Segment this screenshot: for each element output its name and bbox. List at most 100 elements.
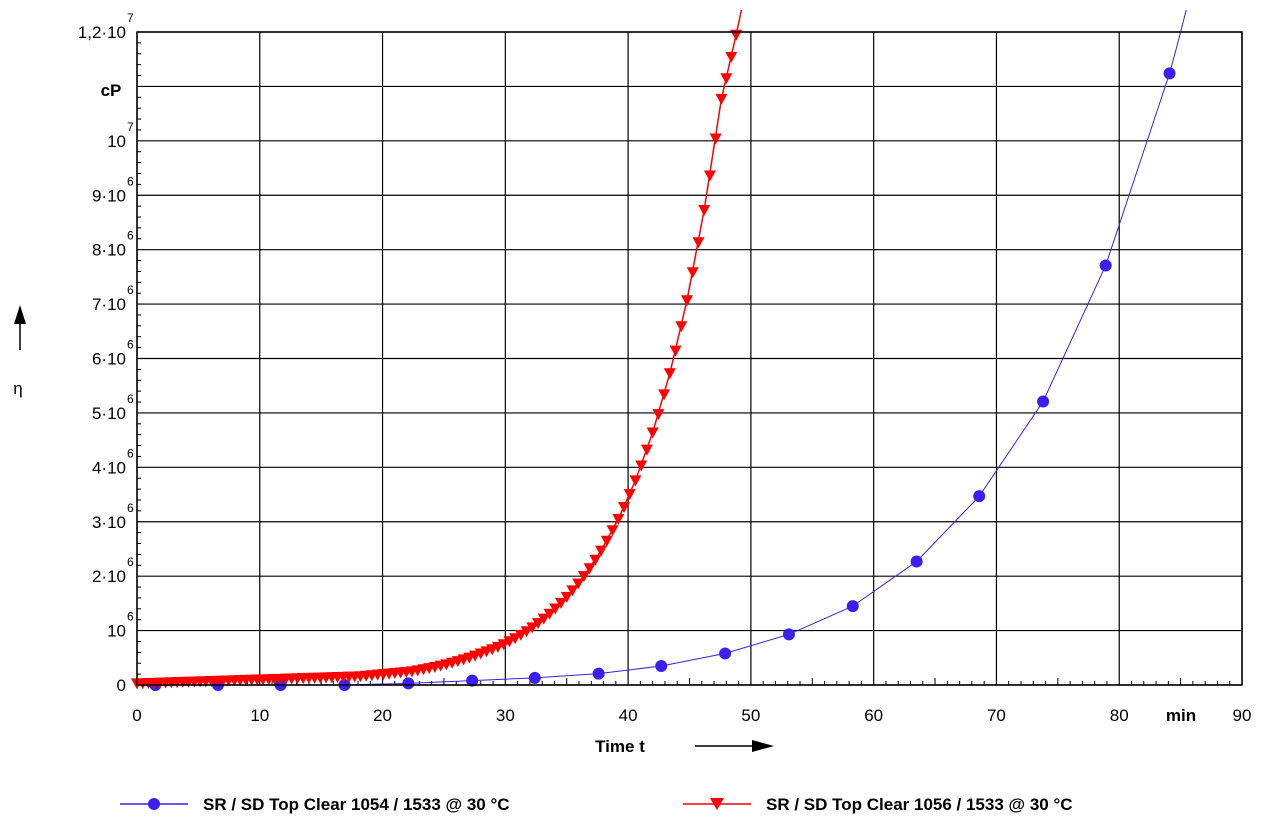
data-point [640,444,653,456]
data-point [543,608,556,620]
y-tick-mantissa: 7·10 [92,295,126,314]
y-tick-exponent: 6 [127,229,134,243]
data-point [725,51,738,63]
y-tick-exponent: 6 [127,446,134,460]
data-point [554,597,567,609]
y-tick-exponent: 6 [127,392,134,406]
x-axis-label: Time t [595,737,645,756]
data-point [142,678,155,690]
data-point [600,535,613,547]
y-tick-label: 6·106 [92,338,134,369]
data-point [675,321,688,333]
data-point [646,427,659,439]
y-tick-exponent: 6 [127,555,134,569]
data-point [176,676,189,688]
data-point [658,389,671,401]
x-tick-label: 0 [132,706,141,725]
x-tick-labels: 0 10 20 30 40 50 60 70 80 90 [132,706,1251,725]
data-point [910,555,923,568]
x-tick-label: 50 [741,706,760,725]
data-point [681,295,694,307]
y-tick-label: 1,2·107 [78,11,134,42]
x-tick-label: 80 [1110,706,1129,725]
y-tick-exponent: 6 [127,283,134,297]
y-tick-exponent: 6 [127,174,134,188]
y-tick-exponent: 7 [127,11,134,25]
data-point [520,626,533,638]
y-unit-label: cP [101,81,122,100]
y-axis-label: η [13,379,22,398]
data-point [566,585,579,597]
y-tick-mantissa: 10 [107,622,126,641]
x-tick-label: 20 [373,706,392,725]
data-point [537,613,550,625]
data-point [973,490,986,503]
data-point [623,489,636,501]
data-point [703,170,716,182]
y-tick-mantissa: 3·10 [92,513,126,532]
data-point [720,73,733,85]
data-point [245,674,258,686]
x-tick-label: 10 [250,706,269,725]
data-point [692,237,705,249]
series-line [155,10,1187,685]
data-point [719,647,732,660]
data-point [532,618,545,630]
y-tick-exponent: 6 [127,338,134,352]
data-point [595,545,608,557]
data-point [331,672,344,684]
y-tick-exponent: 6 [127,501,134,515]
y-tick-mantissa: 1,2·10 [78,23,126,42]
data-point [348,671,361,683]
y-tick-label: 5·106 [92,392,134,423]
data-point [606,525,619,537]
y-tick-label: 107 [107,120,134,151]
series-markers [131,29,1176,691]
y-tick-mantissa: 9·10 [92,186,126,205]
data-point [451,656,464,668]
legend-label: SR / SD Top Clear 1054 / 1533 @ 30 °C [203,795,510,814]
legend-marker [148,798,160,810]
y-tick-mantissa: 8·10 [92,241,126,260]
y-tick-mantissa: 10 [107,132,126,151]
y-tick-exponent: 6 [127,610,134,624]
data-point [709,133,722,145]
data-point [669,345,682,357]
data-point [652,409,665,421]
y-axis-arrow [14,305,26,350]
data-point [194,676,207,688]
data-point [686,267,699,279]
data-point [572,578,585,590]
series-line [137,10,743,685]
data-point [1099,259,1112,272]
minor-ticks [137,42,1231,685]
data-point [618,502,631,514]
data-point [629,475,642,487]
data-point [509,633,522,645]
data-point [417,664,430,676]
data-point [782,628,795,641]
y-tick-label: 9·106 [92,174,134,205]
legend-item: SR / SD Top Clear 1056 / 1533 @ 30 °C [683,795,1073,814]
y-tick-label: 106 [107,610,134,641]
data-point [583,563,596,575]
data-point [262,674,275,686]
data-point [1163,67,1176,80]
series-curves [137,10,1187,685]
y-tick-exponent: 7 [127,120,134,134]
data-point [589,554,602,566]
y-tick-mantissa: 5·10 [92,404,126,423]
data-point [846,600,859,613]
data-point [514,629,527,641]
x-tick-label: 70 [987,706,1006,725]
grid-lines [136,31,1243,686]
data-point [159,677,172,689]
data-point [365,670,378,682]
data-point [469,650,482,662]
data-point [228,675,241,687]
x-tick-label: 30 [496,706,515,725]
x-tick-label: 90 [1233,706,1252,725]
x-unit-label: min [1166,706,1196,725]
x-tick-label: 40 [619,706,638,725]
